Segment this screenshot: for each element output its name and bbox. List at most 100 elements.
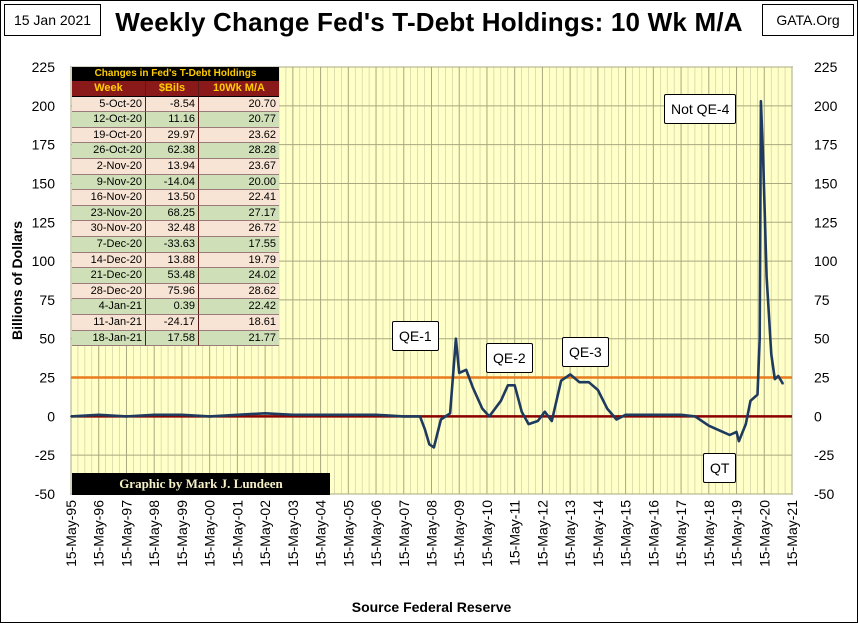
- y-tick-label-left: -50: [35, 486, 55, 502]
- table-cell: 18-Jan-21: [72, 330, 146, 347]
- table-cell: 5-Oct-20: [72, 96, 146, 113]
- x-tick-label: 15-May-17: [673, 500, 689, 567]
- date-label: 15 Jan 2021: [4, 4, 101, 36]
- y-tick-label-right: 175: [814, 137, 838, 153]
- data-point: [507, 384, 509, 387]
- y-tick-label-right: 0: [814, 408, 822, 424]
- table-cell: 62.38: [146, 143, 199, 159]
- table-header-cell: Week: [72, 81, 146, 97]
- table-cell: 68.25: [146, 205, 199, 222]
- data-point: [694, 415, 696, 418]
- annotation-qt: QT: [703, 453, 737, 483]
- y-tick-label-right: 200: [814, 98, 838, 114]
- table-cell: 23.62: [199, 127, 279, 144]
- data-point: [596, 389, 599, 391]
- data-point: [737, 440, 740, 443]
- table-cell: 21-Dec-20: [72, 268, 146, 284]
- table-cell: 14-Dec-20: [72, 252, 146, 269]
- table-header-cell: 10Wk M/A: [199, 81, 279, 97]
- table-cell: 16-Nov-20: [72, 190, 146, 206]
- y-tick-label-left: 100: [32, 253, 56, 269]
- table-cell: -24.17: [146, 315, 199, 331]
- data-point: [760, 100, 762, 103]
- table-cell: 28-Dec-20: [72, 283, 146, 300]
- data-point: [543, 410, 546, 413]
- annotation-not-qe4: Not QE-4: [664, 94, 737, 124]
- data-point: [615, 418, 618, 421]
- x-tick-label: 15-May-06: [368, 500, 384, 567]
- y-tick-label-right: 150: [814, 175, 838, 191]
- annotation-qe2: QE-2: [486, 343, 533, 373]
- y-tick-label-left: 0: [47, 408, 55, 424]
- data-point: [347, 413, 350, 416]
- table-row: 18-Jan-21 17.58 21.77: [72, 330, 279, 347]
- table-row: 11-Jan-21 -24.17 18.61: [72, 315, 279, 331]
- y-tick-label-left: 75: [39, 292, 55, 308]
- data-point: [606, 407, 609, 410]
- y-tick-label-right: 25: [814, 370, 830, 386]
- data-point: [560, 379, 562, 382]
- x-tick-label: 15-May-00: [202, 500, 218, 567]
- x-tick-label: 15-May-98: [146, 500, 162, 567]
- x-tick-label: 15-May-20: [756, 500, 772, 567]
- table-cell: 20.00: [199, 174, 279, 191]
- table-cell: 75.96: [146, 283, 199, 300]
- x-tick-label: 15-May-02: [257, 500, 273, 567]
- data-point: [97, 413, 100, 416]
- data-point: [652, 413, 655, 416]
- y-tick-label-right: 100: [814, 253, 838, 269]
- data-point: [735, 430, 738, 433]
- data-point: [402, 415, 405, 418]
- table-cell: 11-Jan-21: [72, 315, 146, 331]
- data-point: [762, 159, 765, 162]
- data-point: [758, 337, 761, 340]
- y-tick-label-left: 150: [32, 175, 56, 191]
- data-point: [777, 375, 780, 377]
- x-tick-label: 15-May-15: [618, 500, 634, 567]
- data-point: [756, 393, 759, 396]
- data-point: [520, 410, 523, 413]
- data-point: [765, 275, 768, 278]
- table-row: 5-Oct-20 -8.54 20.70: [72, 96, 279, 113]
- table-cell: 19-Oct-20: [72, 127, 146, 144]
- x-tick-label: 15-May-19: [729, 500, 745, 567]
- table-cell: 28.28: [199, 143, 279, 159]
- annotation-qe1: QE-1: [392, 321, 439, 351]
- x-tick-label: 15-May-09: [451, 500, 467, 567]
- table-cell: 22.42: [199, 299, 279, 315]
- table-header-cell: $Bils: [146, 81, 199, 97]
- x-tick-label: 15-May-21: [784, 500, 800, 567]
- table-cell: 27.17: [199, 205, 279, 222]
- x-tick-label: 15-May-10: [479, 500, 495, 567]
- table-cell: 32.48: [146, 221, 199, 237]
- series-line-0: [70, 99, 785, 449]
- data-point: [773, 378, 776, 380]
- data-point: [236, 413, 239, 416]
- y-tick-label-right: 50: [814, 331, 830, 347]
- data-point: [728, 434, 731, 436]
- y-tick-label-right: -25: [814, 447, 834, 463]
- table-row: 16-Nov-20 13.50 22.41: [72, 190, 279, 206]
- table-title: Changes in Fed's T-Debt Holdings: [72, 67, 279, 81]
- y-tick-label-left: 225: [32, 59, 56, 75]
- table-cell: 20.77: [199, 112, 279, 128]
- data-point: [587, 381, 590, 384]
- table-cell: 28.62: [199, 283, 279, 300]
- y-tick-label-left: 200: [32, 98, 56, 114]
- x-tick-label: 15-May-97: [118, 500, 134, 567]
- y-tick-label-left: -25: [35, 447, 55, 463]
- data-point: [432, 446, 435, 449]
- x-tick-label: 15-May-95: [63, 500, 79, 567]
- table-cell: 53.48: [146, 268, 199, 284]
- table-row: 28-Dec-20 75.96 28.62: [72, 283, 279, 300]
- data-point: [455, 337, 457, 340]
- table-cell: 4-Jan-21: [72, 299, 146, 315]
- y-tick-label-left: 50: [39, 331, 55, 347]
- table-cell: 21.77: [199, 330, 279, 347]
- table-row: 21-Dec-20 53.48 24.02: [72, 268, 279, 284]
- x-tick-label: 15-May-01: [229, 500, 245, 567]
- x-tick-label: 15-May-05: [340, 500, 356, 567]
- table-cell: -8.54: [146, 96, 199, 113]
- table-cell: 2-Nov-20: [72, 159, 146, 175]
- data-point: [770, 353, 773, 356]
